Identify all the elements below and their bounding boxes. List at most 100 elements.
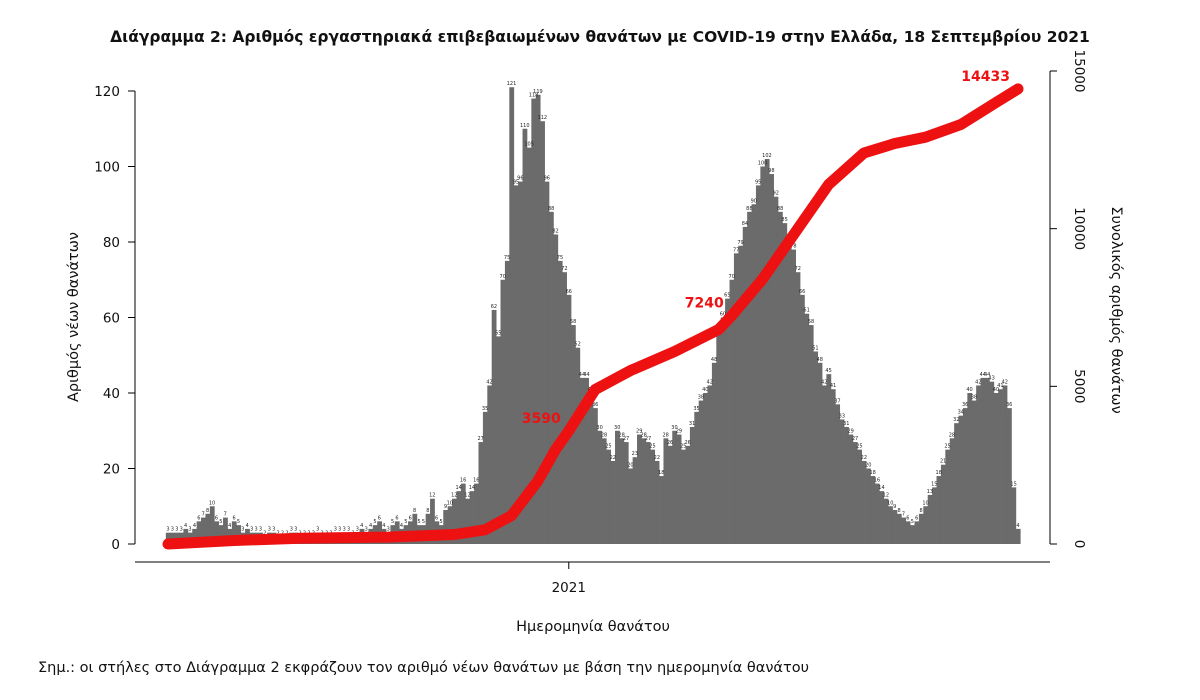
bar-value-label: 25 — [856, 444, 862, 450]
bar — [857, 449, 863, 545]
bar-value-label: 18 — [658, 470, 664, 476]
bar-value-label: 6 — [435, 515, 438, 521]
y-tick-label: 80 — [103, 235, 120, 251]
bar-value-label: 48 — [817, 357, 823, 363]
bar-value-label: 8 — [206, 508, 209, 514]
bar — [579, 377, 585, 544]
bar-value-label: 21 — [940, 459, 946, 465]
bar-value-label: 66 — [799, 289, 805, 295]
bar — [923, 506, 929, 544]
bar-value-label: 8 — [426, 508, 429, 514]
cumulative-annotation: 14433 — [961, 69, 1010, 85]
bar — [795, 272, 801, 544]
bar — [742, 226, 748, 544]
y-tick-label: 20 — [103, 462, 120, 478]
bar-value-label: 27 — [478, 436, 484, 442]
bar-value-label: 3 — [250, 527, 253, 533]
bar-value-label: 8 — [897, 508, 900, 514]
bar — [738, 245, 744, 544]
bar-value-label: 3 — [175, 527, 178, 533]
y-axis-label: Αριθμός νέων θανάτων — [66, 232, 82, 402]
bar — [610, 460, 616, 544]
bar-value-label: 95 — [513, 179, 519, 185]
bar-value-label: 3 — [268, 527, 271, 533]
bar-value-label: 70 — [729, 274, 735, 280]
bar — [425, 513, 431, 544]
bar-value-label: 4 — [1016, 523, 1019, 529]
y2-axis-label: Συνολικός αριθμός θανάτων — [1108, 206, 1124, 413]
bar — [940, 464, 946, 544]
bar-value-label: 5 — [422, 519, 425, 525]
bar — [201, 517, 206, 545]
bar-value-label: 10 — [922, 500, 928, 506]
bar — [830, 389, 836, 545]
bar — [874, 483, 880, 544]
bar-value-label: 25 — [944, 444, 950, 450]
bar-value-label: 44 — [984, 372, 990, 378]
bar-value-label: 10 — [887, 500, 893, 506]
bar — [588, 393, 594, 544]
bar-value-label: 3 — [316, 527, 319, 533]
bar — [500, 279, 506, 544]
bar-value-label: 112 — [538, 115, 548, 121]
bar-value-label: 2 — [277, 530, 280, 536]
bar-value-label: 92 — [773, 191, 779, 197]
bar — [447, 506, 453, 544]
bar — [984, 377, 990, 544]
bar-value-label: 35 — [482, 406, 488, 412]
bar-value-label: 25 — [605, 444, 611, 450]
bar — [509, 87, 515, 544]
bar-value-label: 79 — [737, 240, 743, 246]
bar-value-label: 3 — [356, 527, 359, 533]
bar — [896, 513, 902, 544]
bar-value-label: 88 — [777, 206, 783, 212]
bar-value-label: 35 — [693, 406, 699, 412]
bar — [654, 460, 660, 544]
bar-value-label: 98 — [768, 168, 774, 174]
bar — [914, 521, 920, 544]
bar — [962, 408, 968, 544]
bar — [601, 438, 607, 544]
bar-value-label: 70 — [500, 274, 506, 280]
bar — [769, 174, 774, 545]
bar — [707, 385, 713, 544]
bar — [676, 434, 682, 544]
bar — [804, 313, 810, 545]
bar — [694, 411, 700, 545]
bar — [518, 181, 523, 544]
bar-value-label: 62 — [491, 304, 497, 310]
bar-value-label: 30 — [671, 425, 677, 431]
y-tick-label: 120 — [94, 84, 120, 100]
bar — [659, 476, 664, 544]
cumulative-annotation: 3590 — [522, 411, 561, 427]
bar — [822, 385, 827, 544]
bar — [526, 147, 532, 545]
bar-value-label: 40 — [966, 387, 972, 393]
chart-title: Διάγραμμα 2: Αριθμός εργαστηριακά επιβεβ… — [110, 28, 1090, 46]
bar-value-label: 88 — [548, 206, 554, 212]
bar-value-label: 48 — [711, 357, 717, 363]
bar-value-label: 119 — [533, 89, 543, 95]
bar — [487, 385, 493, 544]
bar-value-label: 25 — [680, 444, 686, 450]
bar-value-label: 42 — [486, 379, 492, 385]
bar-value-label: 12 — [429, 493, 435, 499]
bar — [888, 506, 893, 544]
bar — [535, 94, 541, 544]
bar-value-label: 42 — [821, 379, 827, 385]
bar-value-label: 110 — [520, 123, 530, 129]
bar — [998, 389, 1003, 545]
bar-value-label: 78 — [790, 244, 796, 250]
bar — [817, 362, 823, 544]
y2-tick-label: 5000 — [1071, 369, 1087, 403]
bar — [844, 426, 849, 544]
bar-value-label: 4 — [369, 523, 372, 529]
bar — [544, 181, 550, 544]
bar-value-label: 7 — [902, 512, 905, 518]
bar — [927, 494, 933, 544]
bar-value-label: 38 — [971, 395, 977, 401]
bar — [570, 325, 576, 544]
bar — [1011, 487, 1017, 545]
bar-value-label: 28 — [949, 432, 955, 438]
bar-value-label: 66 — [566, 289, 572, 295]
